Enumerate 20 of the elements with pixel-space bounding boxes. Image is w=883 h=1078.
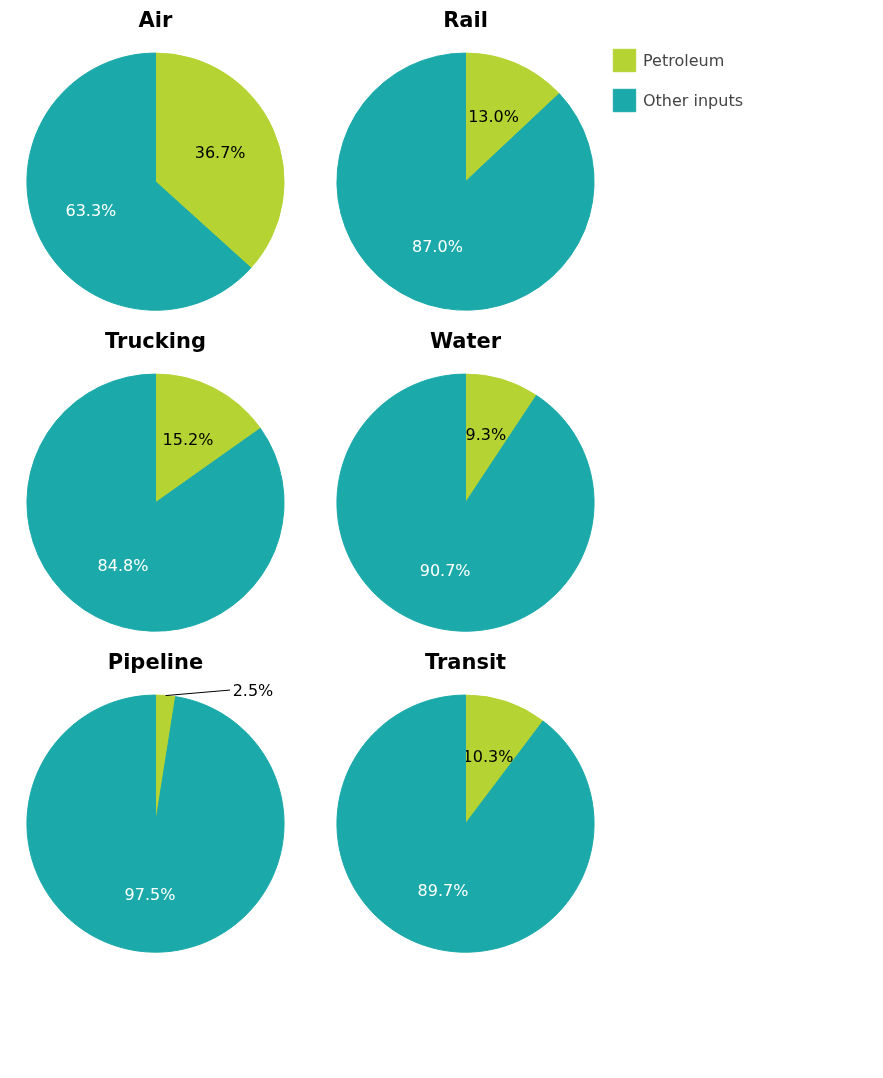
chart-title: Water xyxy=(429,328,502,353)
data-label: 36.7% xyxy=(194,143,246,163)
data-label: 13.0% xyxy=(468,107,519,127)
chart-title: Pipeline xyxy=(107,649,204,674)
chart-title: Transit xyxy=(424,649,507,674)
data-label: 2.5% xyxy=(232,680,274,700)
legend-label: Petroleum xyxy=(643,50,725,70)
data-label: 84.8% xyxy=(97,555,149,575)
legend-label: Other inputs xyxy=(643,90,744,110)
chart-title: Air xyxy=(138,7,174,32)
data-label: 63.3% xyxy=(65,200,117,220)
chart-title: Trucking xyxy=(105,328,206,353)
data-label: 97.5% xyxy=(124,884,176,904)
data-label: 10.3% xyxy=(462,747,514,767)
data-label: 89.7% xyxy=(417,881,469,901)
chart-title: Rail xyxy=(443,7,488,32)
data-label: 9.3% xyxy=(465,425,507,445)
data-label: 87.0% xyxy=(412,236,463,256)
data-label: 90.7% xyxy=(419,560,471,580)
data-label: 15.2% xyxy=(162,430,214,450)
